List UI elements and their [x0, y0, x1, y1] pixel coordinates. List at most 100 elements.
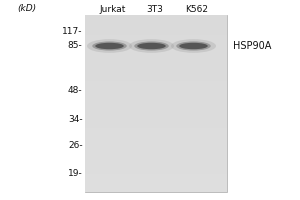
- Bar: [85, 90, 226, 92]
- Bar: [85, 95, 226, 97]
- Bar: [85, 46, 226, 48]
- Bar: [85, 137, 226, 139]
- Text: 3T3: 3T3: [146, 4, 163, 14]
- Bar: [85, 168, 226, 170]
- Bar: [85, 26, 226, 28]
- Text: 26-: 26-: [68, 142, 82, 150]
- Bar: [85, 39, 226, 42]
- Bar: [85, 183, 226, 185]
- Bar: [85, 112, 226, 115]
- Bar: [85, 148, 226, 150]
- Text: 85-: 85-: [68, 42, 82, 50]
- Bar: [85, 165, 226, 168]
- Bar: [85, 88, 226, 90]
- Text: K562: K562: [185, 4, 208, 14]
- Bar: [85, 174, 226, 177]
- Bar: [85, 161, 226, 163]
- Bar: [85, 190, 226, 192]
- Text: 117-: 117-: [62, 26, 82, 36]
- Bar: [85, 146, 226, 148]
- Bar: [85, 104, 226, 106]
- Bar: [85, 157, 226, 159]
- Bar: [85, 57, 226, 59]
- Text: Jurkat: Jurkat: [99, 4, 126, 14]
- Ellipse shape: [137, 43, 166, 49]
- Bar: [85, 128, 226, 130]
- Bar: [85, 92, 226, 95]
- Bar: [85, 77, 226, 79]
- Bar: [85, 152, 226, 154]
- Bar: [85, 97, 226, 99]
- Text: 19-: 19-: [68, 168, 82, 178]
- Bar: [85, 61, 226, 64]
- Bar: [85, 150, 226, 152]
- Ellipse shape: [87, 39, 132, 53]
- Bar: [85, 68, 226, 70]
- Bar: [85, 154, 226, 157]
- Text: 34-: 34-: [68, 114, 82, 123]
- Bar: [85, 126, 226, 128]
- Bar: [85, 108, 226, 110]
- Bar: [85, 64, 226, 66]
- Bar: [85, 59, 226, 61]
- Text: (kD): (kD): [17, 4, 37, 14]
- Bar: [85, 159, 226, 161]
- Bar: [85, 117, 226, 119]
- Bar: [85, 55, 226, 57]
- Bar: [85, 163, 226, 165]
- Bar: [85, 188, 226, 190]
- Bar: [85, 130, 226, 132]
- Ellipse shape: [134, 41, 169, 51]
- Ellipse shape: [129, 39, 174, 53]
- Bar: [85, 177, 226, 179]
- Bar: [85, 66, 226, 68]
- Text: HSP90A: HSP90A: [232, 41, 271, 51]
- Bar: [85, 101, 226, 104]
- Bar: [85, 106, 226, 108]
- Bar: [85, 123, 226, 126]
- Bar: [85, 99, 226, 101]
- Bar: [85, 44, 226, 46]
- Bar: [85, 17, 226, 19]
- Bar: [85, 172, 226, 174]
- Bar: [85, 73, 226, 75]
- Bar: [85, 35, 226, 37]
- Bar: [85, 110, 226, 112]
- Bar: [85, 33, 226, 35]
- Bar: [85, 119, 226, 121]
- Bar: [85, 132, 226, 134]
- Bar: [85, 15, 226, 17]
- Bar: [85, 134, 226, 137]
- Ellipse shape: [176, 41, 211, 51]
- Bar: [85, 115, 226, 117]
- Bar: [85, 30, 226, 33]
- Bar: [85, 75, 226, 77]
- Bar: [85, 86, 226, 88]
- Bar: [85, 22, 226, 24]
- Bar: [85, 181, 226, 183]
- Bar: [85, 37, 226, 39]
- Bar: [85, 15, 226, 192]
- Bar: [85, 28, 226, 30]
- Bar: [85, 42, 226, 44]
- Ellipse shape: [92, 41, 127, 51]
- Bar: [85, 170, 226, 172]
- Bar: [85, 19, 226, 22]
- Text: 48-: 48-: [68, 86, 82, 95]
- Bar: [85, 24, 226, 26]
- Bar: [85, 79, 226, 81]
- Bar: [85, 53, 226, 55]
- Bar: [85, 143, 226, 146]
- Bar: [85, 50, 226, 53]
- Bar: [85, 141, 226, 143]
- Bar: [85, 48, 226, 50]
- Bar: [85, 179, 226, 181]
- Bar: [85, 121, 226, 123]
- Bar: [85, 84, 226, 86]
- Bar: [85, 185, 226, 188]
- Ellipse shape: [171, 39, 216, 53]
- Ellipse shape: [95, 43, 124, 49]
- Bar: [85, 81, 226, 84]
- Bar: [85, 139, 226, 141]
- Ellipse shape: [179, 43, 208, 49]
